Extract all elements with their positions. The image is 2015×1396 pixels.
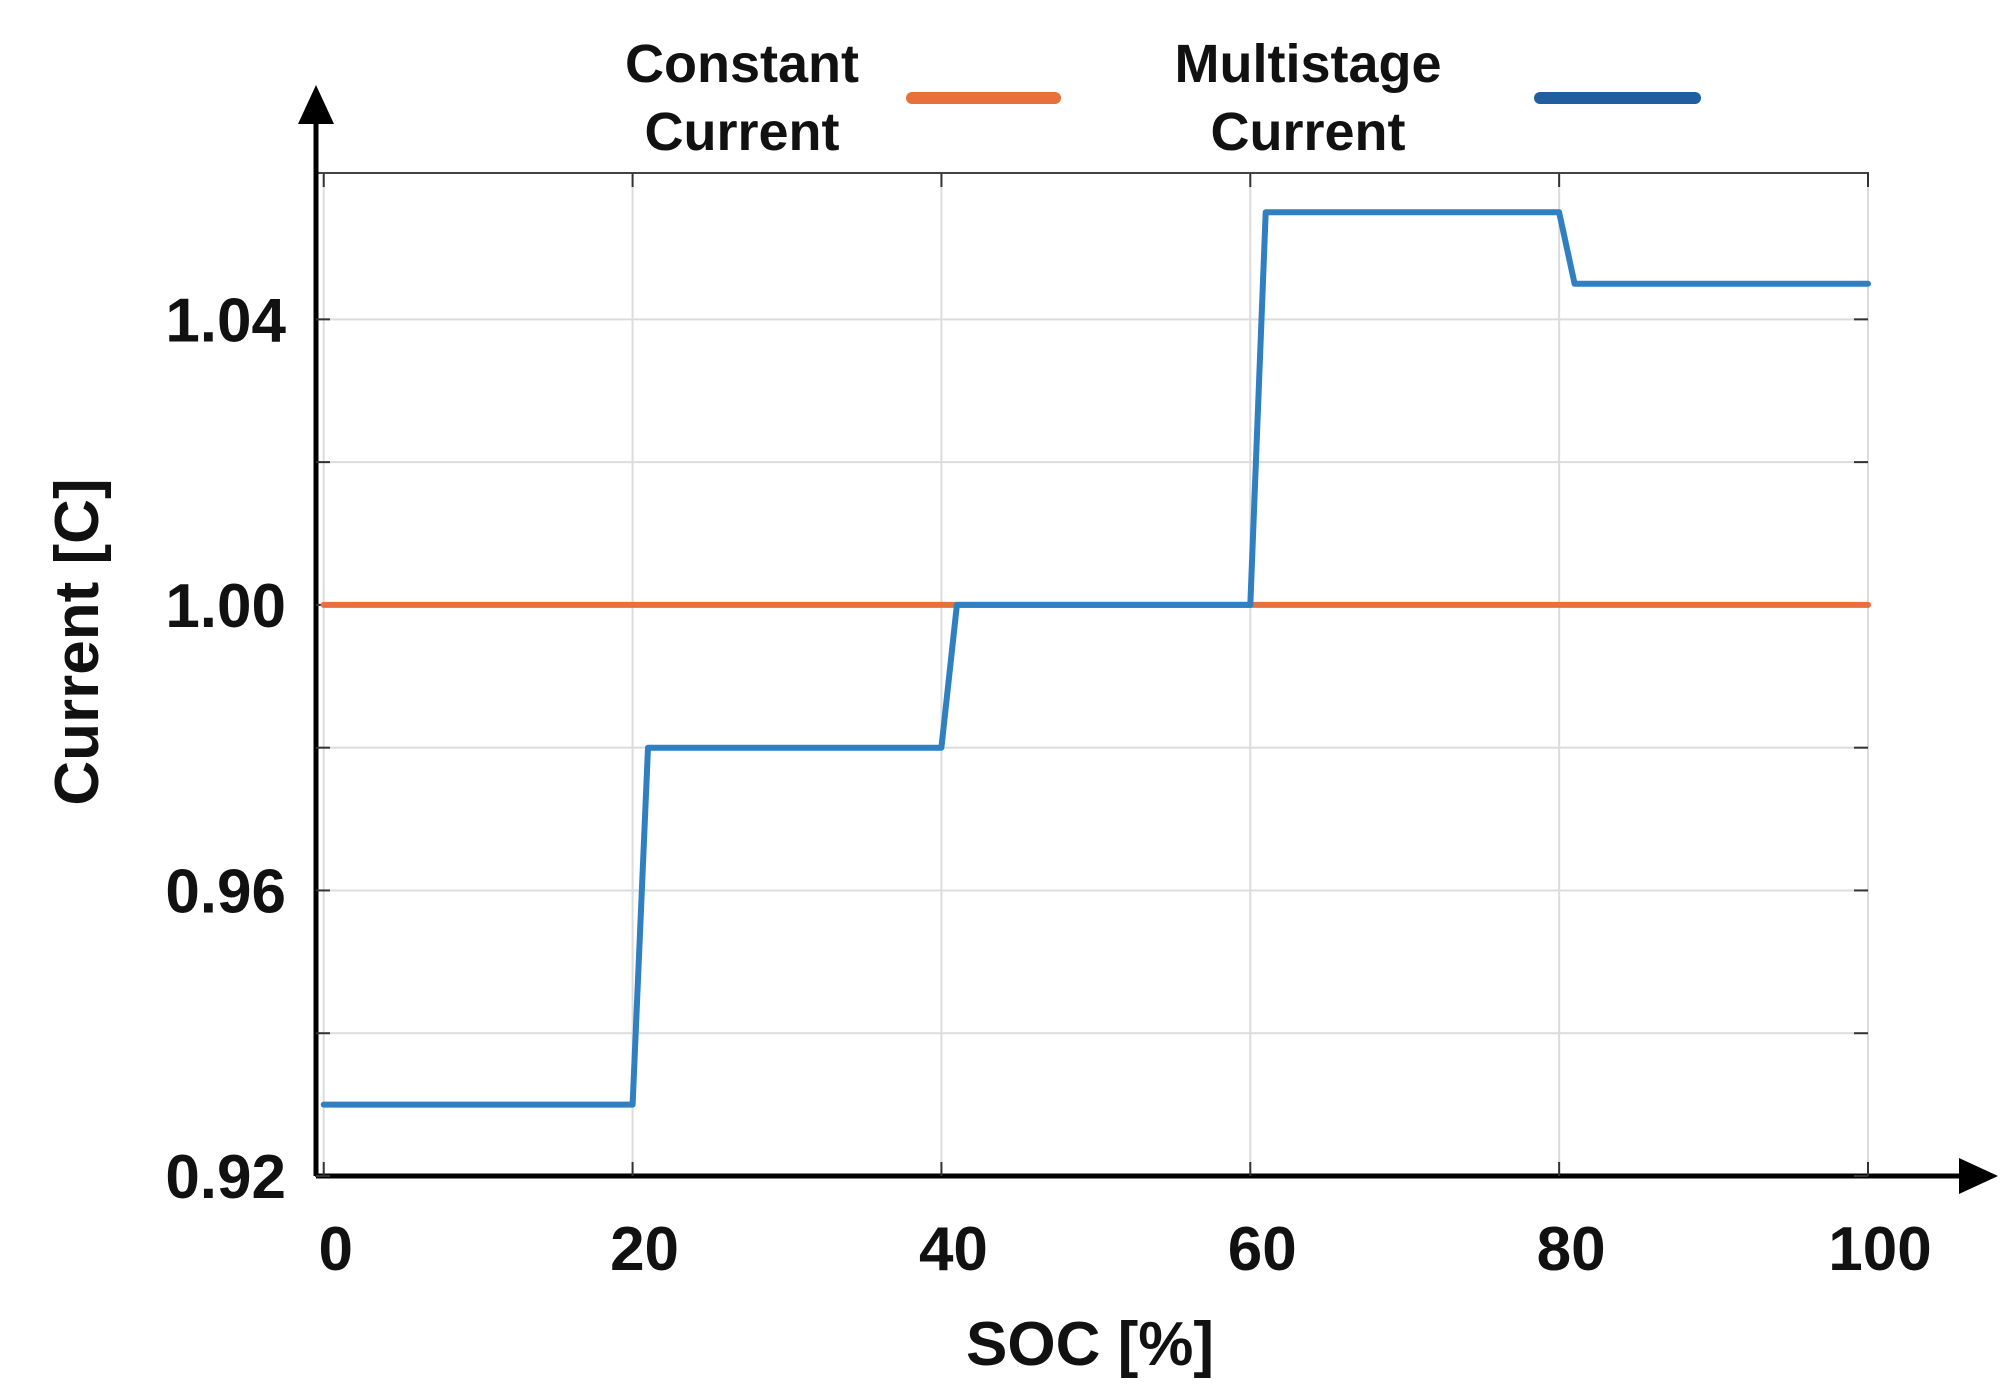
y-tick-label: 1.04	[165, 286, 286, 355]
x-tick-label: 40	[919, 1215, 988, 1284]
x-tick-label: 80	[1537, 1215, 1606, 1284]
series-line-multistage-current	[320, 209, 1871, 1108]
y-axis-arrow	[298, 85, 334, 124]
grid-lines	[316, 173, 1869, 1176]
y-tick-labels: 0.92 0.96 1.00 1.04	[165, 286, 286, 1212]
y-tick-label: 1.00	[165, 572, 286, 641]
x-tick-label: 0	[318, 1215, 352, 1284]
legend-label-constant-line2: Current	[644, 102, 839, 162]
y-tick-label: 0.96	[165, 857, 286, 926]
x-axis-title: SOC [%]	[966, 1310, 1214, 1379]
x-tick-label: 20	[610, 1215, 679, 1284]
x-tick-label: 60	[1228, 1215, 1297, 1284]
x-tick-labels: 0 20 40 60 80 100	[318, 1215, 1931, 1284]
y-tick-label: 0.92	[165, 1143, 286, 1212]
legend-label-multistage-line2: Current	[1210, 102, 1405, 162]
series-lines	[320, 209, 1871, 1108]
legend-label-multistage-line1: Multistage	[1174, 34, 1441, 94]
legend-label-constant-line1: Constant	[625, 34, 859, 94]
x-axis-arrow	[1959, 1158, 1998, 1194]
legend: Constant Current Multistage Current	[625, 34, 1701, 162]
tick-marks	[316, 173, 1869, 1177]
y-axis-title: Current [C]	[43, 478, 112, 805]
plot-area	[315, 172, 1869, 1177]
x-tick-label: 100	[1828, 1215, 1931, 1284]
